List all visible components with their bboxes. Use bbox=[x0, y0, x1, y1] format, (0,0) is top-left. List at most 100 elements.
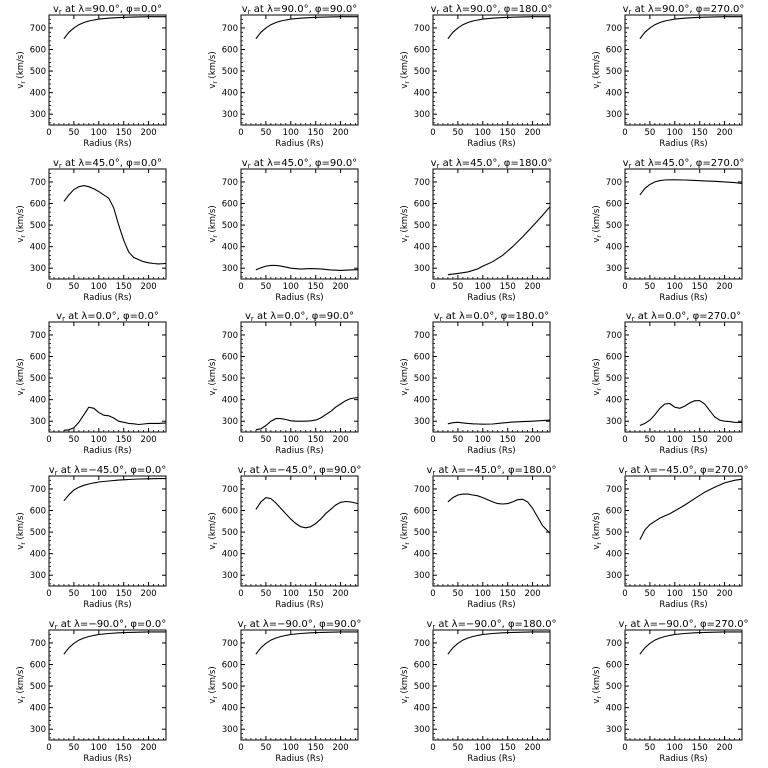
x-axis-label: Radius (Rs) bbox=[83, 293, 131, 303]
chart-title-sub: r bbox=[624, 623, 627, 631]
chart-panel: vr at λ=−45.0°, φ=0.0°0 50 100 150 200300400… bbox=[16, 465, 167, 610]
x-tick-label: 100 bbox=[667, 128, 683, 138]
x-axis-label: Radius (Rs) bbox=[659, 600, 707, 610]
y-tick-label: 700 bbox=[606, 178, 622, 188]
series-line bbox=[63, 478, 166, 502]
x-tick-label: 150 bbox=[500, 589, 516, 599]
x-tick-label: 50 bbox=[260, 435, 271, 445]
x-tick-label: 50 bbox=[644, 128, 655, 138]
y-tick-label: 600 bbox=[222, 46, 238, 56]
series-line bbox=[255, 396, 359, 431]
x-tick-label: 200 bbox=[524, 435, 540, 445]
y-label-main: v bbox=[592, 545, 602, 550]
chart-title-sub: r bbox=[629, 8, 632, 16]
y-label-rest: (km/s) bbox=[16, 512, 26, 542]
x-axis-label: Radius (Rs) bbox=[467, 754, 515, 764]
chart-title-main: v bbox=[242, 158, 248, 169]
y-label-rest: (km/s) bbox=[400, 666, 410, 696]
x-tick-label: 0 bbox=[430, 435, 435, 445]
y-axis-label: vr (km/s) bbox=[592, 358, 603, 395]
chart-title-sub: r bbox=[437, 162, 440, 170]
chart-title-rest: at λ=−90.0°, φ=0.0° bbox=[58, 619, 167, 630]
x-tick-label: 50 bbox=[452, 589, 463, 599]
x-tick-label: 0 bbox=[238, 589, 243, 599]
y-label-main: v bbox=[208, 391, 218, 396]
y-tick-label: 300 bbox=[414, 110, 430, 120]
y-label-sub: r bbox=[596, 542, 603, 545]
plot-frame bbox=[48, 629, 167, 741]
y-label-rest: (km/s) bbox=[208, 358, 218, 388]
y-axis-label: vr (km/s) bbox=[400, 358, 411, 395]
chart-title-sub: r bbox=[432, 623, 435, 631]
y-tick-label: 500 bbox=[414, 374, 430, 384]
x-tick-label: 0 bbox=[430, 589, 435, 599]
chart-title: vr at λ=−90.0°, φ=270.0° bbox=[618, 619, 748, 631]
y-label-sub: r bbox=[20, 81, 27, 84]
y-tick-label: 700 bbox=[606, 24, 622, 34]
chart-title-main: v bbox=[53, 158, 59, 169]
x-tick-label: 200 bbox=[332, 743, 348, 753]
x-tick-label: 0 bbox=[46, 435, 51, 445]
y-tick-label: 300 bbox=[222, 571, 238, 581]
y-label-main: v bbox=[16, 545, 26, 550]
y-axis-label: vr (km/s) bbox=[16, 51, 27, 88]
x-tick-label: 150 bbox=[116, 128, 132, 138]
y-label-rest: (km/s) bbox=[208, 512, 218, 542]
y-label-main: v bbox=[592, 238, 602, 243]
chart-title-rest: at λ=−45.0°, φ=270.0° bbox=[627, 465, 748, 476]
x-tick-label: 100 bbox=[475, 282, 491, 292]
y-tick-label: 600 bbox=[606, 353, 622, 363]
y-tick-label: 600 bbox=[222, 353, 238, 363]
chart-title-rest: at λ=−90.0°, φ=270.0° bbox=[627, 619, 748, 630]
y-label-sub: r bbox=[212, 81, 219, 84]
y-tick-label: 500 bbox=[30, 682, 46, 692]
chart-panel: vr at λ=90.0°, φ=270.0°0 50 100 150 20030040… bbox=[592, 4, 744, 149]
y-tick-label: 700 bbox=[222, 639, 238, 649]
x-tick-label: 50 bbox=[68, 435, 79, 445]
y-label-sub: r bbox=[20, 696, 27, 699]
x-tick-label: 100 bbox=[283, 743, 299, 753]
y-label-rest: (km/s) bbox=[400, 358, 410, 388]
y-tick-label: 500 bbox=[222, 221, 238, 231]
y-tick-label: 500 bbox=[414, 221, 430, 231]
y-tick-label: 300 bbox=[414, 571, 430, 581]
y-tick-label: 500 bbox=[414, 682, 430, 692]
x-tick-label: 100 bbox=[475, 743, 491, 753]
x-tick-label: 150 bbox=[500, 128, 516, 138]
x-tick-label: 150 bbox=[308, 743, 324, 753]
chart-title-rest: at λ=−45.0°, φ=180.0° bbox=[435, 465, 556, 476]
chart-title: vr at λ=0.0°, φ=0.0° bbox=[56, 311, 159, 323]
y-label-main: v bbox=[208, 238, 218, 243]
x-tick-label: 100 bbox=[283, 589, 299, 599]
x-tick-label: 0 bbox=[238, 282, 243, 292]
x-tick-label: 50 bbox=[260, 282, 271, 292]
y-tick-label: 600 bbox=[30, 507, 46, 517]
y-tick-label: 600 bbox=[30, 661, 46, 671]
x-tick-label: 200 bbox=[716, 282, 732, 292]
chart-title-rest: at λ=−90.0°, φ=180.0° bbox=[435, 619, 556, 630]
x-tick-label: 150 bbox=[500, 435, 516, 445]
x-tick-label: 200 bbox=[332, 435, 348, 445]
x-tick-label: 0 bbox=[238, 435, 243, 445]
x-tick-label: 150 bbox=[500, 743, 516, 753]
x-tick-label: 50 bbox=[644, 282, 655, 292]
series-line bbox=[447, 493, 551, 534]
x-axis-label: Radius (Rs) bbox=[275, 139, 323, 149]
chart-title-main: v bbox=[623, 4, 629, 15]
y-tick-label: 700 bbox=[30, 24, 46, 34]
chart-panel: vr at λ=45.0°, φ=0.0°0 50 100 150 2003004005… bbox=[16, 158, 167, 303]
chart-title-rest: at λ=45.0°, φ=270.0° bbox=[631, 158, 744, 169]
chart-title-main: v bbox=[238, 619, 244, 630]
x-tick-label: 100 bbox=[91, 128, 107, 138]
y-label-main: v bbox=[400, 238, 410, 243]
chart-title-sub: r bbox=[437, 8, 440, 16]
chart-title-rest: at λ=−45.0°, φ=90.0° bbox=[246, 465, 361, 476]
chart-panel: vr at λ=0.0°, φ=180.0°0 50 100 150 200300400… bbox=[400, 311, 551, 456]
chart-title-main: v bbox=[431, 4, 437, 15]
series-line bbox=[639, 631, 742, 655]
chart-title-sub: r bbox=[59, 8, 62, 16]
y-axis-label: vr (km/s) bbox=[400, 666, 411, 703]
y-tick-label: 300 bbox=[222, 110, 238, 120]
y-tick-label: 400 bbox=[222, 550, 238, 560]
x-axis-label: Radius (Rs) bbox=[83, 754, 131, 764]
